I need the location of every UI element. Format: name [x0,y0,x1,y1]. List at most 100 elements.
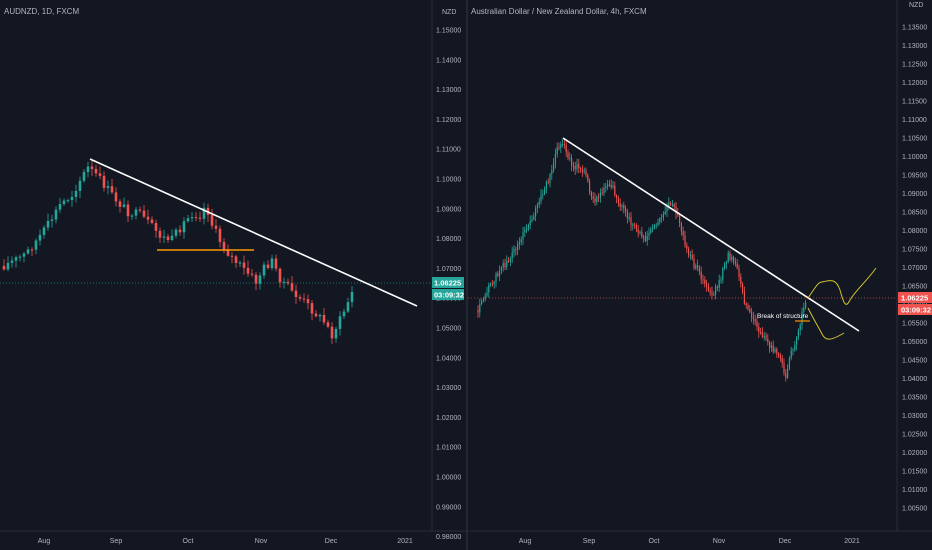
right-candle [716,286,718,288]
right-candle [554,154,556,164]
right-candles [477,138,807,382]
right-x-tick-label: Oct [649,538,660,545]
left-candle [38,234,42,241]
right-countdown-box [898,304,932,315]
left-candle [154,222,158,231]
right-candle [752,317,754,320]
right-candle [625,208,627,212]
right-candle [653,225,655,229]
left-last-price: 1.06225 [434,279,461,288]
right-candle [511,252,513,259]
right-candle [486,292,488,296]
left-candle [30,249,34,251]
right-y-tick-label: 1.02000 [902,450,927,457]
right-candle [691,254,693,259]
left-candle [82,171,86,181]
right-candle [583,170,585,172]
left-candle [178,229,182,233]
right-candle [574,166,576,170]
left-candle [198,217,202,219]
right-candle [596,196,598,203]
right-candle [614,185,616,196]
left-candle [14,257,18,261]
left-candle [150,219,154,223]
left-candle [126,204,130,217]
right-candle [513,248,515,253]
right-y-tick-label: 1.07000 [902,265,927,272]
right-candle [502,263,504,268]
right-candle [652,228,654,230]
right-candle [702,279,704,281]
left-candle [234,256,238,263]
right-candle [668,202,670,207]
right-candle [747,304,749,310]
right-x-ticks: Aug Sep Oct Nov Dec 2021 [519,538,860,545]
left-countdown: 03:09:32 [434,291,464,300]
right-candle [517,244,519,250]
left-countdown-box [432,289,464,300]
left-candle [290,283,294,291]
right-candle [666,206,668,212]
right-candle [603,187,605,193]
left-candle [18,256,22,258]
right-candle [662,214,664,218]
left-y-tick-label: 0.98000 [436,534,461,541]
right-candle [576,164,578,170]
right-candle [724,263,726,269]
right-candle [734,261,736,264]
left-candle [226,249,230,256]
left-candles [2,159,354,344]
right-candle [785,373,787,378]
right-candle [713,294,715,296]
left-x-tick-label: Aug [38,538,51,545]
left-candle [306,299,310,304]
left-candle [334,328,338,339]
left-candle [142,210,146,217]
right-candle [547,181,549,183]
right-candle [745,303,747,305]
left-chart-title: AUDNZD, 1D, FXCM [4,7,79,16]
right-candle [481,301,483,305]
left-candle [274,258,278,269]
right-candle [751,312,753,318]
right-candle [697,265,699,268]
left-y-tick-label: 1.00000 [436,475,461,482]
right-candle [484,295,486,300]
right-candle [504,263,506,267]
right-candle [621,205,623,207]
left-candle [294,290,298,297]
right-candle [706,283,708,287]
right-candle [799,324,801,331]
right-candle [783,363,785,374]
right-bullish-projection [807,267,877,305]
left-candle [170,235,174,241]
right-y-tick-label: 1.12500 [902,62,927,69]
left-candle [138,209,142,211]
right-candle [680,223,682,232]
right-candle [619,203,621,207]
right-countdown: 03:09:32 [901,306,931,315]
right-candle [522,232,524,240]
left-candle [250,273,254,275]
right-y-tick-label: 1.10500 [902,136,927,143]
right-y-tick-label: 1.05500 [902,321,927,328]
left-candle [130,215,134,217]
left-candle [46,220,50,228]
right-candle [722,268,724,280]
left-y-tick-label: 1.02000 [436,415,461,422]
right-candle [670,202,672,205]
right-candle [754,319,756,322]
right-candle [637,229,639,233]
right-y-tick-label: 1.00500 [902,506,927,513]
left-candle [58,203,62,210]
right-candle [545,181,547,189]
left-candle [322,314,326,323]
right-candle [756,321,758,327]
right-candle [628,217,630,219]
left-x-tick-label: Dec [325,538,338,545]
right-y-tick-label: 1.04000 [902,376,927,383]
left-candle [342,311,346,317]
right-candle [648,233,650,236]
left-price-box [432,277,464,288]
